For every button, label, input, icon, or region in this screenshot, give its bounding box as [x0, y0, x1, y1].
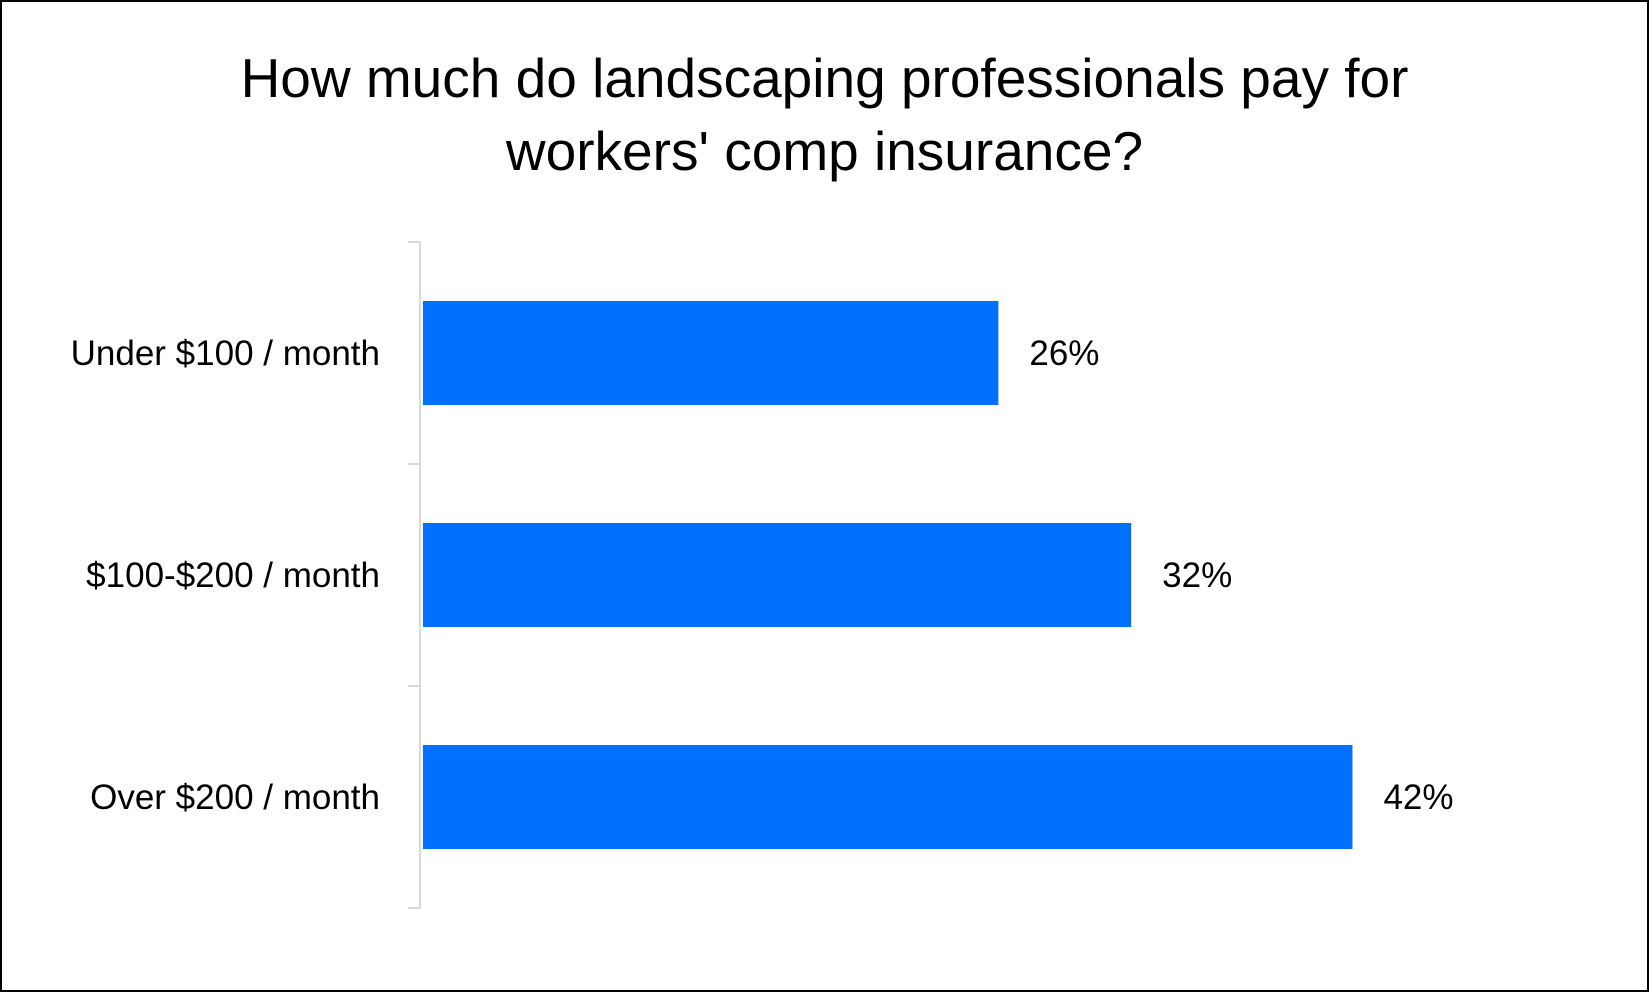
value-label-2: 32% [1162, 556, 1232, 595]
value-label-3: 42% [1383, 778, 1453, 817]
chart-title-line-1: How much do landscaping professionals pa… [240, 47, 1409, 109]
bar-2 [423, 523, 1132, 627]
category-axis [408, 241, 421, 909]
chart-title: How much do landscaping professionals pa… [2, 42, 1647, 188]
category-label-3: Over $200 / month [90, 778, 380, 817]
value-label-1: 26% [1029, 334, 1099, 373]
bar-3 [423, 745, 1353, 849]
bars [423, 301, 1353, 849]
chart-title-line-2: workers' comp insurance? [505, 120, 1144, 182]
value-labels: 26% 32% 42% [1029, 334, 1453, 817]
bar-1 [423, 301, 999, 405]
category-labels: Under $100 / month $100-$200 / month Over … [71, 334, 380, 817]
category-label-2: $100-$200 / month [86, 556, 380, 595]
category-label-1: Under $100 / month [71, 334, 380, 373]
